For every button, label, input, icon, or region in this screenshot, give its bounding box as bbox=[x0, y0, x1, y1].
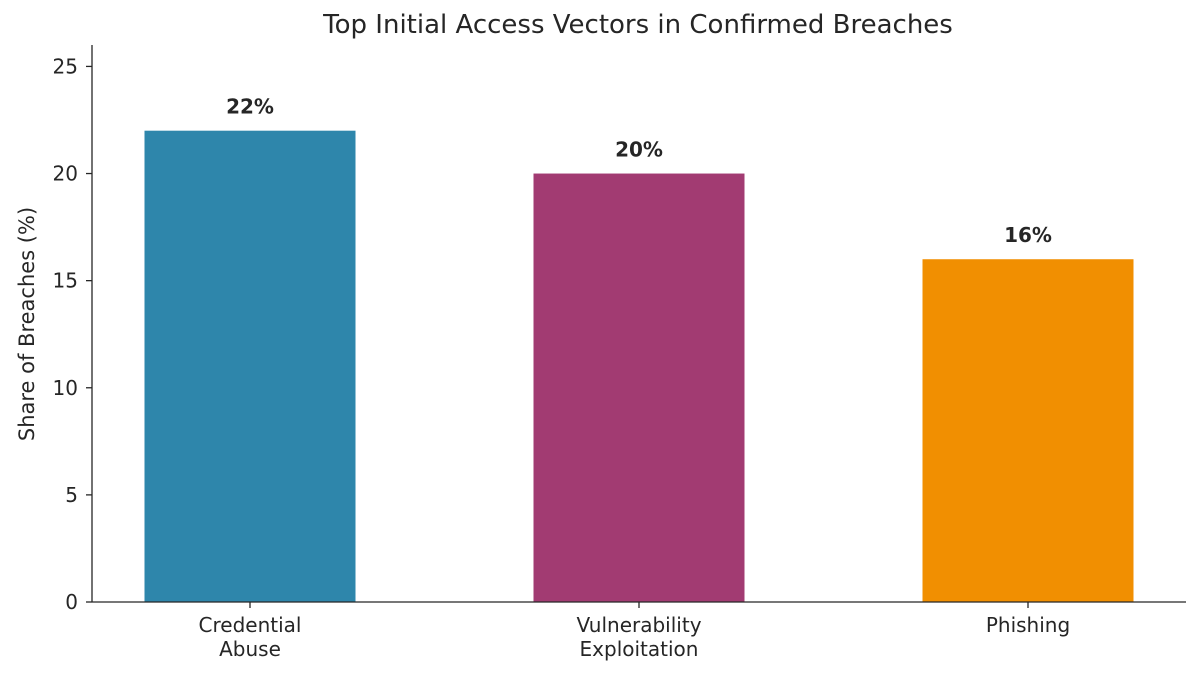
chart-title: Top Initial Access Vectors in Confirmed … bbox=[322, 10, 953, 40]
bar bbox=[922, 259, 1134, 602]
x-tick-label: Credential bbox=[199, 613, 302, 637]
y-tick-label: 10 bbox=[53, 376, 78, 400]
y-tick-label: 15 bbox=[53, 269, 78, 293]
x-tick-label: Exploitation bbox=[580, 637, 699, 661]
y-tick-label: 25 bbox=[53, 54, 78, 78]
y-tick-label: 5 bbox=[65, 483, 78, 507]
x-tick-label: Phishing bbox=[986, 613, 1070, 637]
data-label: 20% bbox=[615, 138, 663, 162]
data-label: 16% bbox=[1004, 223, 1052, 247]
y-tick-label: 0 bbox=[65, 590, 78, 614]
bar bbox=[533, 173, 745, 603]
data-label: 22% bbox=[226, 95, 274, 119]
bars-group: 22% 20% 16% bbox=[144, 95, 1134, 603]
y-tick-label: 20 bbox=[53, 162, 78, 186]
x-tick-label: Vulnerability bbox=[576, 613, 701, 637]
y-axis-ticks: 0 5 10 15 20 25 bbox=[53, 54, 92, 614]
y-axis-label: Share of Breaches (%) bbox=[15, 207, 39, 441]
x-tick-label: Abuse bbox=[219, 637, 281, 661]
bar bbox=[144, 130, 356, 602]
